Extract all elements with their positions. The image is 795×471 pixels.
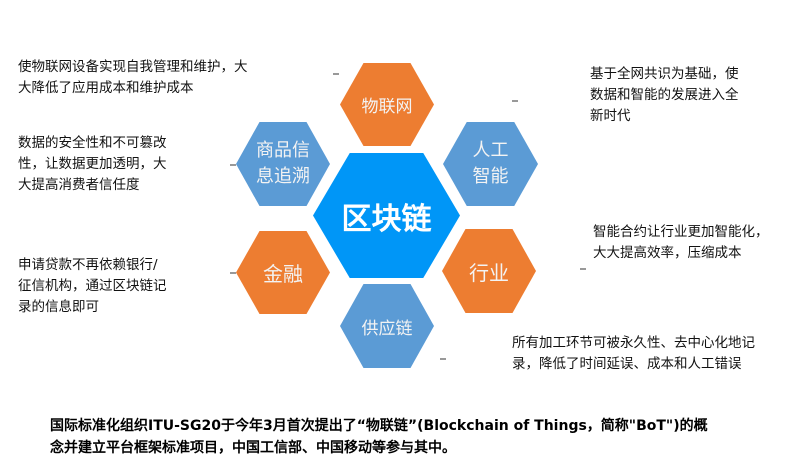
- hex-iot: 物联网: [340, 63, 434, 146]
- note-line: 基于全网共识为基础，使: [590, 66, 739, 82]
- note-supply-chain: 所有加工环节可被永久性、去中心化地记 录，降低了时间延误、成本和人工错误: [512, 333, 755, 375]
- note-line: 智能合约让行业更加智能化，: [593, 224, 769, 240]
- hex-label: 行业: [469, 260, 509, 285]
- note-line: 申请贷款不再依赖银行/: [18, 257, 158, 273]
- hex-label: 息追溯: [256, 166, 310, 187]
- connector-mark: [440, 358, 446, 360]
- hex-label: 智能: [472, 166, 509, 187]
- caption-line: 国际标准化组织ITU-SG20于今年3月首次提出了“物联链”(Blockchai…: [50, 418, 708, 434]
- hex-industry: 行业: [442, 229, 536, 313]
- connector-mark: [580, 268, 586, 270]
- hex-label: 物联网: [361, 97, 413, 117]
- note-industry: 智能合约让行业更加智能化， 大大提高效率，压缩成本: [593, 222, 769, 264]
- connector-mark: [230, 272, 236, 274]
- note-line: 数据的安全性和不可篡改: [18, 135, 167, 151]
- hex-label: 商品信: [256, 140, 310, 161]
- hex-ai: 人工 智能: [443, 122, 538, 206]
- connector-mark: [512, 100, 518, 102]
- hex-label: 金融: [263, 262, 303, 286]
- hex-blockchain-center: 区块链: [313, 153, 460, 278]
- note-line: 所有加工环节可被永久性、去中心化地记: [512, 335, 755, 351]
- note-iot: 使物联网设备实现自我管理和维护，大 大降低了应用成本和维护成本: [18, 57, 248, 99]
- note-ai: 基于全网共识为基础，使 数据和智能的发展进入全 新时代: [590, 64, 739, 127]
- note-line: 大提高消费者信任度: [18, 177, 140, 193]
- note-line: 录，降低了时间延误、成本和人工错误: [512, 356, 742, 372]
- hex-supply-chain: 供应链: [340, 284, 434, 368]
- note-line: 数据和智能的发展进入全: [590, 87, 739, 103]
- note-line: 大降低了应用成本和维护成本: [18, 80, 194, 96]
- note-line: 大大提高效率，压缩成本: [593, 245, 742, 261]
- note-line: 使物联网设备实现自我管理和维护，大: [18, 59, 248, 75]
- caption-line: 念并建立平台框架标准项目，中国工信部、中国移动等参与其中。: [50, 440, 456, 456]
- hex-label: 人工: [472, 140, 509, 161]
- note-finance: 申请贷款不再依赖银行/ 征信机构，通过区块链记 录的信息即可: [18, 255, 167, 318]
- connector-mark: [333, 73, 339, 75]
- connector-mark: [230, 164, 236, 166]
- center-label: 区块链: [341, 201, 432, 237]
- hex-label: 供应链: [361, 318, 413, 339]
- note-traceability: 数据的安全性和不可篡改 性，让数据更加透明，大 大提高消费者信任度: [18, 133, 167, 196]
- note-line: 新时代: [590, 108, 631, 124]
- note-line: 性，让数据更加透明，大: [18, 156, 167, 172]
- caption: 国际标准化组织ITU-SG20于今年3月首次提出了“物联链”(Blockchai…: [50, 415, 708, 459]
- hex-traceability: 商品信 息追溯: [236, 122, 330, 206]
- note-line: 征信机构，通过区块链记: [18, 278, 167, 294]
- hex-finance: 金融: [236, 231, 330, 314]
- note-line: 录的信息即可: [18, 299, 99, 315]
